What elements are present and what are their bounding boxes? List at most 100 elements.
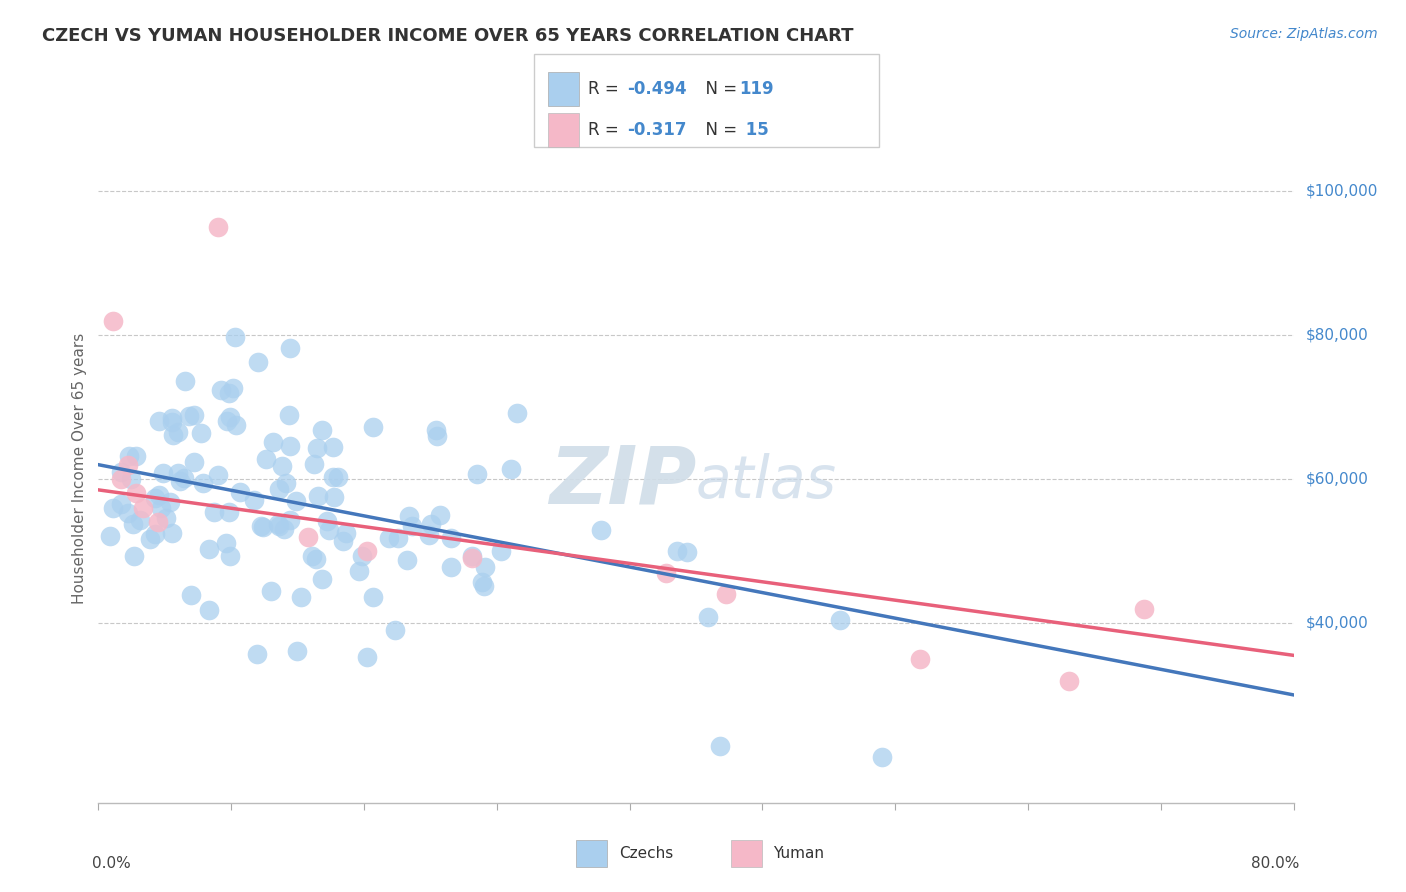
Point	[209, 383, 232, 397]
Point	[219, 410, 242, 425]
Point	[207, 220, 229, 235]
Point	[361, 420, 384, 434]
Point	[160, 411, 183, 425]
Point	[302, 457, 325, 471]
Point	[229, 485, 252, 500]
Point	[117, 458, 139, 472]
Point	[356, 544, 378, 558]
Point	[273, 522, 295, 536]
Point	[162, 525, 184, 540]
Point	[290, 590, 312, 604]
Point	[471, 574, 494, 589]
Point	[243, 492, 266, 507]
Point	[167, 425, 190, 439]
Point	[190, 425, 212, 440]
Point	[110, 465, 132, 479]
Point	[270, 458, 292, 473]
Point	[350, 549, 373, 563]
Text: Yuman: Yuman	[773, 846, 824, 861]
Point	[398, 509, 420, 524]
Point	[215, 536, 238, 550]
Point	[252, 520, 274, 534]
Point	[311, 572, 333, 586]
Point	[666, 544, 689, 558]
Point	[138, 532, 160, 546]
Point	[224, 330, 246, 344]
Point	[311, 423, 333, 437]
Point	[318, 523, 340, 537]
Point	[378, 531, 401, 545]
Point	[426, 429, 449, 443]
Point	[714, 587, 737, 601]
Point	[278, 408, 301, 422]
Text: atlas: atlas	[696, 453, 837, 510]
Point	[129, 513, 152, 527]
Point	[217, 414, 239, 428]
Point	[125, 486, 148, 500]
Point	[166, 466, 188, 480]
Point	[120, 472, 142, 486]
Point	[461, 551, 484, 566]
Point	[305, 552, 328, 566]
Point	[489, 544, 512, 558]
Point	[395, 553, 418, 567]
Point	[173, 471, 195, 485]
Point	[152, 467, 174, 481]
Text: CZECH VS YUMAN HOUSEHOLDER INCOME OVER 65 YEARS CORRELATION CHART: CZECH VS YUMAN HOUSEHOLDER INCOME OVER 6…	[42, 27, 853, 45]
Point	[159, 495, 181, 509]
Point	[225, 417, 247, 432]
Point	[387, 531, 409, 545]
Text: Source: ZipAtlas.com: Source: ZipAtlas.com	[1230, 27, 1378, 41]
Point	[121, 517, 143, 532]
Point	[267, 519, 290, 533]
Point	[307, 489, 329, 503]
Text: -0.494: -0.494	[627, 80, 686, 98]
Text: -0.317: -0.317	[627, 121, 686, 139]
Point	[247, 355, 270, 369]
Point	[332, 533, 354, 548]
Point	[506, 406, 529, 420]
Point	[183, 455, 205, 469]
Point	[202, 505, 225, 519]
Text: N =: N =	[695, 121, 742, 139]
Point	[143, 527, 166, 541]
Point	[254, 452, 277, 467]
Point	[180, 588, 202, 602]
Text: $80,000: $80,000	[1305, 327, 1368, 343]
Point	[356, 649, 378, 664]
Point	[335, 525, 357, 540]
Point	[274, 476, 297, 491]
Text: 119: 119	[740, 80, 775, 98]
Point	[591, 523, 613, 537]
Point	[401, 519, 423, 533]
Text: 0.0%: 0.0%	[93, 856, 131, 871]
Text: ZIP: ZIP	[548, 442, 696, 521]
Point	[461, 549, 484, 564]
Point	[440, 560, 463, 574]
Point	[278, 440, 301, 454]
Point	[198, 603, 221, 617]
Point	[207, 467, 229, 482]
Point	[118, 450, 141, 464]
Y-axis label: Householder Income Over 65 years: Householder Income Over 65 years	[72, 333, 87, 604]
Point	[198, 541, 221, 556]
Point	[148, 515, 170, 529]
Point	[222, 381, 245, 395]
Point	[297, 530, 319, 544]
Point	[285, 643, 308, 657]
Point	[474, 560, 496, 574]
Point	[155, 511, 177, 525]
Point	[322, 469, 344, 483]
Point	[322, 440, 344, 454]
Point	[98, 528, 121, 542]
Point	[169, 474, 191, 488]
Point	[420, 516, 443, 531]
Point	[429, 508, 451, 523]
Point	[278, 513, 301, 527]
Point	[191, 476, 214, 491]
Point	[474, 579, 496, 593]
Point	[148, 488, 170, 502]
Point	[347, 565, 370, 579]
Point	[499, 462, 522, 476]
Point	[148, 414, 170, 428]
